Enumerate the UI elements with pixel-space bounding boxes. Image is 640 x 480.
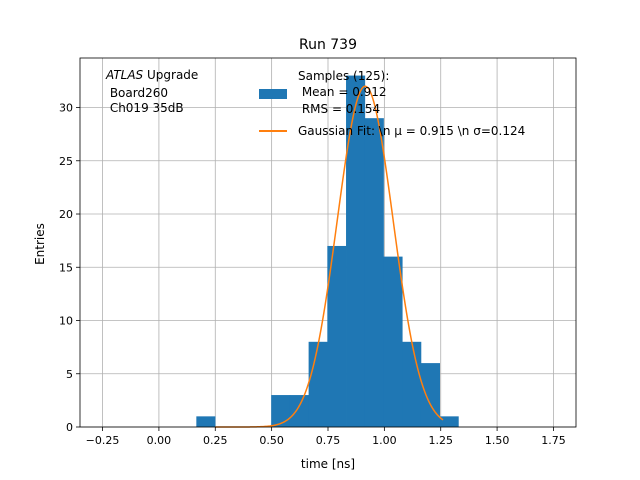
- annotation-line-2: Board260: [106, 86, 168, 100]
- x-axis-ticks: −0.25 0.00 0.25 0.50 0.75 1.00 1.25 1.50 1.75: [86, 427, 566, 447]
- histogram-bar: [289, 395, 310, 427]
- histogram-bar: [364, 118, 384, 428]
- y-tick-label: 30: [59, 102, 73, 115]
- annotation-line-1: ATLAS Upgrade: [105, 68, 198, 82]
- y-tick-label: 5: [66, 368, 73, 381]
- legend-histogram-label-1: Samples (125):: [298, 69, 389, 83]
- y-tick-label: 15: [59, 261, 73, 274]
- legend-histogram-swatch: [259, 89, 287, 99]
- x-tick-label: 1.00: [372, 434, 397, 447]
- y-tick-label: 20: [59, 208, 73, 221]
- histogram-bar: [439, 416, 459, 427]
- histogram-bar: [196, 416, 216, 427]
- chart-title: Run 739: [299, 37, 357, 53]
- x-tick-label: 1.25: [428, 434, 453, 447]
- histogram-bar: [346, 75, 366, 428]
- x-tick-label: 1.50: [485, 434, 510, 447]
- annotation-line-3: Ch019 35dB: [106, 101, 184, 115]
- x-tick-label: 1.75: [541, 434, 566, 447]
- y-tick-label: 25: [59, 155, 73, 168]
- histogram-bar: [271, 395, 291, 427]
- histogram-bar: [420, 363, 440, 427]
- y-axis-ticks: 0 5 10 15 20 25 30: [59, 102, 80, 434]
- x-axis-label: time [ns]: [301, 457, 355, 471]
- y-axis-label: Entries: [33, 223, 47, 265]
- x-tick-label: 0.25: [203, 434, 228, 447]
- y-tick-label: 0: [66, 421, 73, 434]
- histogram-bar: [308, 341, 328, 427]
- legend: Samples (125): Mean = 0.912 RMS = 0.154 …: [259, 69, 525, 138]
- legend-histogram-label-2: Mean = 0.912: [298, 85, 387, 99]
- legend-histogram-label-3: RMS = 0.154: [298, 102, 380, 116]
- x-tick-label: 0.75: [316, 434, 341, 447]
- x-tick-label: 0.00: [147, 434, 172, 447]
- x-tick-label: 0.50: [259, 434, 284, 447]
- x-tick-label: −0.25: [86, 434, 120, 447]
- histogram-bar: [402, 341, 422, 427]
- annotation-atlas: ATLAS: [105, 68, 144, 82]
- atlas-annotation: ATLAS Upgrade Board260 Ch019 35dB: [105, 68, 198, 115]
- y-tick-label: 10: [59, 315, 73, 328]
- histogram-bar: [327, 245, 347, 427]
- histogram-bars: [196, 75, 459, 428]
- legend-fit-label: Gaussian Fit: \n μ = 0.915 \n σ=0.124: [298, 124, 525, 138]
- annotation-upgrade: Upgrade: [143, 68, 198, 82]
- histogram-bar: [383, 256, 403, 427]
